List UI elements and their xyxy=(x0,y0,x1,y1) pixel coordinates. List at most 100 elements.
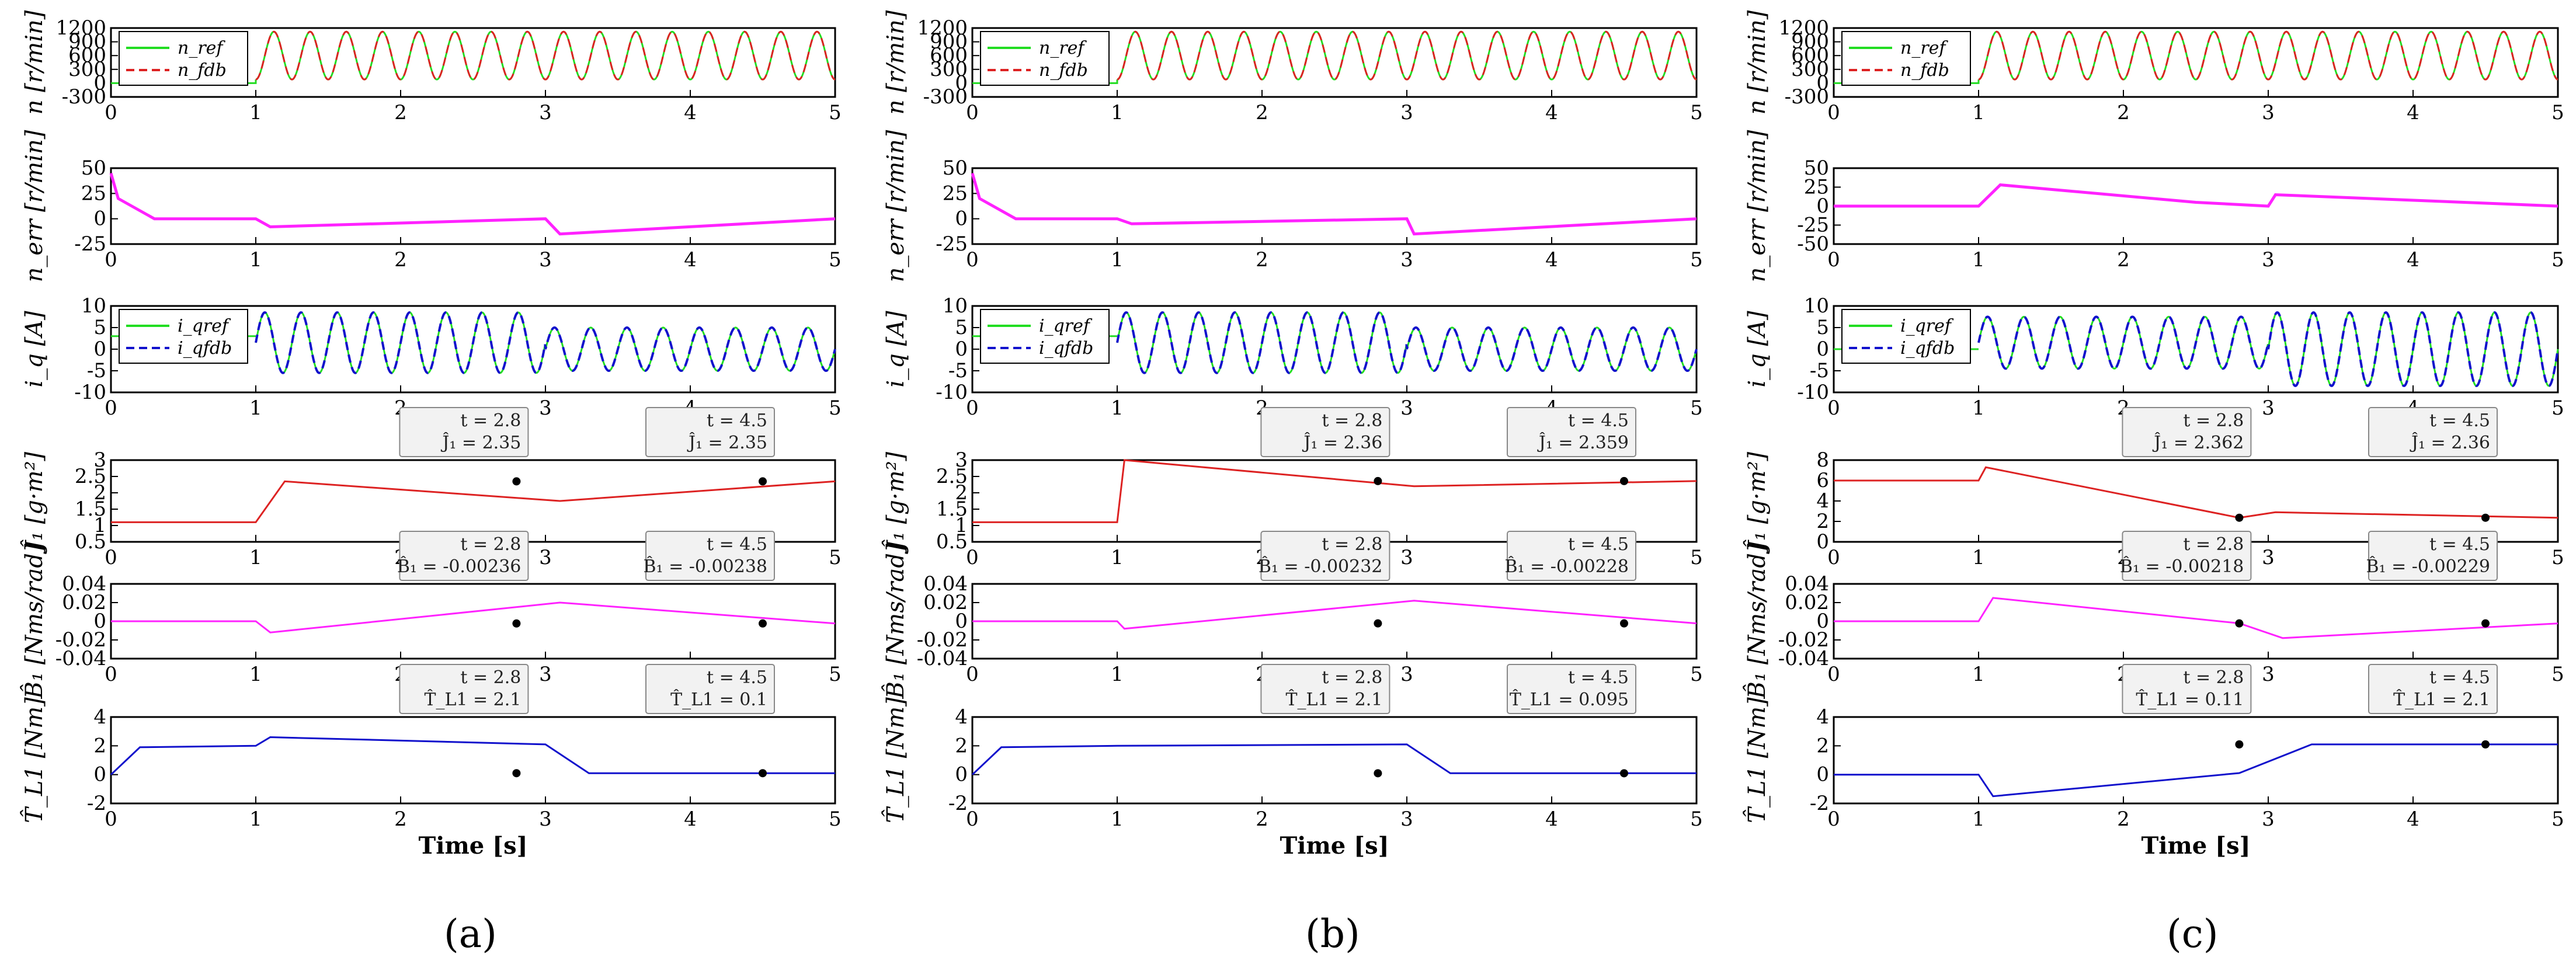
datatip-box xyxy=(1507,531,1636,581)
x-tick-label: 1 xyxy=(1972,101,1985,124)
legend-label: n_ref xyxy=(1039,38,1087,58)
y-tick-label: 2 xyxy=(1816,510,1829,533)
axes-box xyxy=(1833,459,2559,543)
x-tick-label: 3 xyxy=(2262,248,2275,272)
x-tick-label: 3 xyxy=(2262,546,2275,569)
legend-box xyxy=(119,309,248,364)
legend-label: n_fdb xyxy=(178,60,227,81)
datatip-box xyxy=(1260,407,1390,457)
y-tick-label: 2 xyxy=(1816,734,1829,757)
y-tick-label: -5 xyxy=(87,359,106,382)
x-tick-label: 1 xyxy=(1111,101,1124,124)
y-tick-label: 2 xyxy=(955,481,968,504)
axes-box xyxy=(110,459,836,543)
x-tick-label: 1 xyxy=(1111,663,1124,686)
series-n-fdb xyxy=(255,30,836,81)
y-tick-label: 0 xyxy=(1816,763,1829,786)
x-tick-label: 3 xyxy=(1400,808,1413,831)
y-tick-label: 0.5 xyxy=(936,530,968,554)
y-tick-label: 10 xyxy=(943,294,968,318)
y-tick-label: -0.04 xyxy=(55,647,106,670)
y-tick-label: -300 xyxy=(923,85,968,109)
datatip-time: t = 4.5 xyxy=(1568,667,1629,688)
datatip-marker xyxy=(2235,513,2244,522)
x-tick-label: 3 xyxy=(539,101,552,124)
datatip-box xyxy=(2368,664,2498,714)
y-tick-label: 5 xyxy=(955,316,968,339)
datatip-marker xyxy=(2481,619,2490,628)
y-tick-label: -25 xyxy=(1797,214,1829,237)
datatip-box xyxy=(2122,531,2252,581)
y-axis-label: T̂_L1 [Nm] xyxy=(21,697,48,823)
y-tick-label: 1 xyxy=(955,514,968,537)
x-tick-label: 3 xyxy=(539,808,552,831)
x-tick-label: 1 xyxy=(1972,808,1985,831)
y-tick-label: 0.04 xyxy=(923,572,968,596)
y-tick-label: 900 xyxy=(930,30,968,54)
panel-B: B̂₁ [Nms/rad]0.040.020-0.02-0.04012345t … xyxy=(21,531,842,699)
y-axis-label: B̂₁ [Nms/rad] xyxy=(21,544,48,699)
datatip-marker xyxy=(512,769,521,778)
y-tick-label: 4 xyxy=(1816,489,1829,513)
x-tick-label: 3 xyxy=(1400,663,1413,686)
y-tick-label: 0.04 xyxy=(1785,572,1829,596)
x-tick-label: 5 xyxy=(829,808,842,831)
x-tick-label: 3 xyxy=(2262,101,2275,124)
x-tick-label: 5 xyxy=(1690,248,1703,272)
x-tick-label: 0 xyxy=(1827,101,1840,124)
datatip-value: B̂₁ = -0.00228 xyxy=(1505,556,1629,577)
y-tick-label: 0 xyxy=(93,337,106,361)
datatip-value: T̂_L1 = 0.1 xyxy=(670,690,767,710)
x-tick-label: 1 xyxy=(1111,248,1124,272)
datatip-time: t = 2.8 xyxy=(1322,534,1382,555)
legend-box xyxy=(1841,31,1971,86)
x-tick-label: 1 xyxy=(1972,546,1985,569)
panel-J: Ĵ₁ [g·m²]32.521.510.5012345t = 2.8Ĵ₁ = 2… xyxy=(882,407,1703,569)
series-iq-fdb xyxy=(1977,311,2559,387)
panel-B: B̂₁ [Nms/rad]0.040.020-0.02-0.04012345t … xyxy=(882,531,1703,699)
y-tick-label: 0 xyxy=(93,207,106,231)
x-tick-label: 3 xyxy=(2262,808,2275,831)
x-tick-label: 2 xyxy=(394,101,407,124)
series-n-ref xyxy=(255,30,836,81)
y-tick-label: 0.5 xyxy=(75,530,106,554)
y-tick-label: 2 xyxy=(93,481,106,504)
datatip-time: t = 4.5 xyxy=(2429,410,2490,431)
x-tick-label: 1 xyxy=(1111,546,1124,569)
y-tick-label: -5 xyxy=(948,359,968,382)
datatip-value: T̂_L1 = 2.1 xyxy=(1285,690,1382,710)
datatip-value: Ĵ₁ = 2.35 xyxy=(687,432,767,453)
y-tick-label: 5 xyxy=(93,316,106,339)
x-tick-label: 5 xyxy=(1690,101,1703,124)
y-axis-label: i_q [A] xyxy=(882,311,909,388)
y-tick-label: 600 xyxy=(1791,44,1829,67)
y-tick-label: 0.02 xyxy=(62,591,106,614)
datatip-marker xyxy=(512,619,521,628)
x-tick-label: 1 xyxy=(249,396,262,420)
y-tick-label: 0 xyxy=(955,207,968,231)
x-axis-label: Time [s] xyxy=(2141,832,2250,859)
datatip-time: t = 4.5 xyxy=(2429,534,2490,555)
datatip-box xyxy=(399,664,529,714)
y-tick-label: 1 xyxy=(93,514,106,537)
y-tick-label: 0.02 xyxy=(923,591,968,614)
x-tick-label: 2 xyxy=(1256,808,1268,831)
series-n-ref xyxy=(1117,30,1697,81)
y-tick-label: -50 xyxy=(1797,232,1829,256)
x-tick-label: 3 xyxy=(1400,546,1413,569)
datatip-time: t = 2.8 xyxy=(2183,534,2244,555)
legend-box xyxy=(980,309,1110,364)
y-tick-label: -5 xyxy=(1810,359,1829,382)
y-tick-label: 0 xyxy=(1816,530,1829,554)
datatip-marker xyxy=(1620,619,1628,628)
y-tick-label: 4 xyxy=(1816,705,1829,729)
y-tick-label: 300 xyxy=(1791,58,1829,81)
y-tick-label: 50 xyxy=(1804,156,1829,180)
series-n-fdb xyxy=(1117,30,1697,81)
x-tick-label: 0 xyxy=(1827,663,1840,686)
datatip-marker xyxy=(512,477,521,486)
x-tick-label: 1 xyxy=(1972,396,1985,420)
